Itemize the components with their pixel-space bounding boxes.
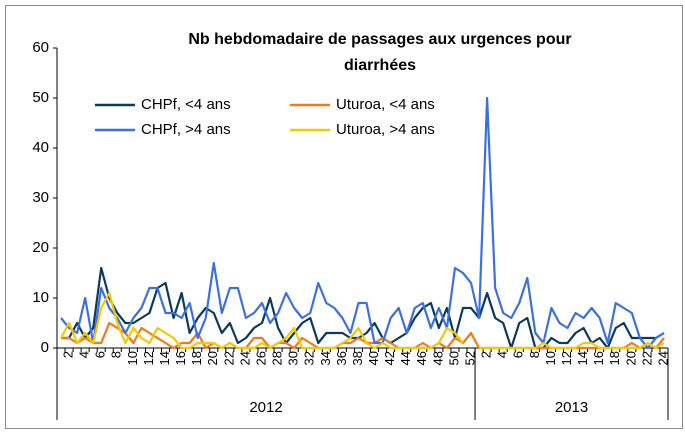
x-tick-label: 6 [511,351,526,358]
x-tick-label: 22 [221,351,236,365]
legend-label: CHPf, <4 ans [141,96,231,113]
chart-title: diarrhées [344,57,416,74]
x-tick-label: 28 [270,351,285,365]
x-tick-label: 16 [173,351,188,365]
x-tick-label: 12 [559,351,574,365]
x-tick-label: 20 [623,351,638,365]
y-tick-label: 40 [32,139,49,156]
legend-label: Uturoa, <4 ans [336,96,435,113]
x-tick-label: 14 [157,351,172,365]
x-tick-label: 18 [607,351,622,365]
x-tick-label: 8 [109,351,124,358]
x-tick-label: 38 [350,351,365,365]
x-tick-label: 10 [543,351,558,365]
group-label: 2012 [249,399,282,416]
chart-title: Nb hebdomadaire de passages aux urgences… [188,31,571,48]
y-tick-label: 10 [32,289,49,306]
legend-label: CHPf, >4 ans [141,121,231,138]
x-tick-label: 32 [302,351,317,365]
legend-label: Uturoa, >4 ans [336,121,435,138]
x-tick-label: 50 [446,351,461,365]
y-tick-label: 60 [32,39,49,56]
x-tick-label: 24 [237,351,252,365]
y-tick-label: 30 [32,189,49,206]
x-tick-label: 20 [205,351,220,365]
x-tick-label: 30 [286,351,301,365]
x-tick-label: 2 [60,351,75,358]
x-tick-label: 36 [334,351,349,365]
x-tick-label: 18 [189,351,204,365]
x-tick-label: 40 [366,351,381,365]
y-tick-label: 50 [32,89,49,106]
x-tick-label: 8 [527,351,542,358]
x-tick-label: 46 [414,351,429,365]
y-tick-label: 0 [41,339,49,356]
x-tick-label: 44 [398,351,413,365]
chart-frame [5,5,683,429]
x-tick-label: 48 [430,351,445,365]
x-tick-label: 10 [125,351,140,365]
x-tick-label: 12 [141,351,156,365]
y-tick-label: 20 [32,239,49,256]
x-tick-label: 2 [479,351,494,358]
group-label: 2013 [555,399,588,416]
x-tick-label: 26 [253,351,268,365]
series-line [60,291,665,350]
x-tick-label: 42 [382,351,397,365]
x-tick-label: 24 [655,351,670,365]
x-tick-label: 52 [462,351,477,365]
x-tick-label: 4 [495,351,510,358]
x-tick-label: 22 [639,351,654,365]
x-tick-label: 14 [575,351,590,365]
x-tick-label: 34 [318,351,333,365]
series-line [60,96,665,350]
x-tick-label: 6 [93,351,108,358]
x-tick-label: 4 [77,351,92,358]
x-tick-label: 16 [591,351,606,365]
